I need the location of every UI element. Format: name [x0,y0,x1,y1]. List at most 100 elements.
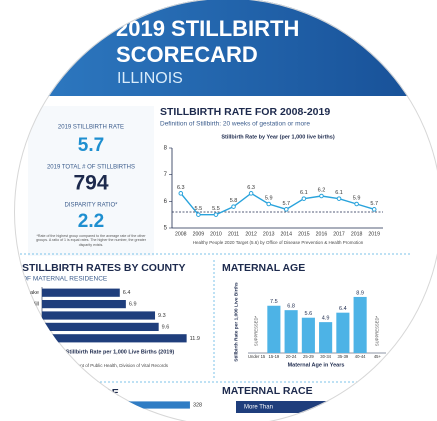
data-label: 5.5 [212,206,220,212]
bar [40,401,190,409]
suppressed-label: SUPPRESSED* [374,316,379,347]
point [213,212,219,217]
data-label: 6.4 [123,290,131,296]
x-tick-label: 2019 [368,231,380,237]
target-label: Healthy People 2020 Target (5.6) by Offi… [193,240,364,245]
data-label: 11.9 [190,336,200,342]
lens-edge [14,0,437,421]
data-label: 5.9 [353,195,361,201]
data-label: 5.7 [370,201,378,207]
x-tick-label: 2017 [333,231,345,237]
x-tick-label: 2018 [351,231,363,237]
x-tick-label: 2009 [193,231,205,237]
data-label: 8.9 [356,290,364,296]
line [180,192,375,216]
bar [42,322,159,332]
point [319,193,324,199]
data-label: 6.1 [335,190,343,196]
x-tick-label: 25-29 [303,354,314,359]
stats-panel [28,106,154,256]
stat-value: 794 [73,172,108,195]
x-tick-label: 2014 [281,231,293,237]
x-tick-label: 2013 [263,231,275,237]
point [196,212,201,217]
y-tick-label: Will [30,302,39,308]
data-label: 6.2 [318,187,326,193]
data-label: 5.5 [195,206,203,212]
title-line: 2019 STILLBIRTH [116,16,299,41]
suppressed-label: SUPPRESSED* [254,316,259,347]
y-tick-label: 8 [164,146,168,152]
point [371,207,377,212]
data-label: 6.1 [300,190,308,196]
x-tick-label: 2012 [245,231,257,237]
stat-label: 2019 TOTAL # OF STILLBIRTHS [47,165,135,171]
data-label: 328 [193,402,202,408]
point [301,196,307,201]
point [178,191,184,196]
bar [336,312,350,353]
y-tick-label: Lake [27,290,39,296]
stat-value: 2.2 [78,211,104,232]
section-subtitle: OF MATERNAL RESIDENCE [22,276,108,283]
plot-title: Stillbirth Rate by Year (per 1,000 live … [221,134,334,140]
x-tick-label: 2008 [175,231,187,237]
source: Source: Illinois Department of Public He… [30,363,169,368]
point [354,201,359,207]
title-line: SCORECARD [116,42,258,67]
x-tick-label: 45+ [374,354,382,359]
data-label: 6.9 [129,302,137,308]
y-tick-label: 5 [164,226,168,232]
section-title: MATERNAL RACE [222,385,313,397]
data-label: 6.8 [287,304,295,310]
y-tick-label: 7 [164,172,168,178]
y-axis-label: Stillbirth Rate per 1,000 Live Births [233,282,239,362]
x-tick-label: 2011 [228,231,239,237]
x-tick-label: 30-34 [320,354,331,359]
section-title: STILLBIRTH RATES BY COUNTY [22,262,186,274]
section-subtitle: Definition of Stillbirth: 20 weeks of ge… [160,121,310,128]
race-label: More Than [244,405,273,411]
x-axis-label: Stillbirth Rate per 1,000 Live Births (2… [66,349,175,355]
section-title: MATERNAL AGE [222,262,305,274]
point [283,207,289,212]
data-label: 5.7 [282,201,290,207]
data-label: 6.3 [247,185,255,191]
bar [301,317,315,353]
data-label: 5.8 [230,198,238,204]
bar [319,322,333,353]
x-axis-label: Maternal Age in Years [288,362,345,368]
x-tick-label: Under 15 [248,354,266,359]
data-label: 9.6 [162,324,170,330]
point [231,204,236,209]
stats-note-box: *Rate of the highest group compared to t… [36,234,146,247]
data-label: 5.6 [305,311,313,317]
stat-value: 5.7 [78,135,104,156]
bar [42,334,187,343]
bar [42,311,156,320]
data-label: 9.3 [158,313,166,319]
stats-note: *Rate of the highest group compared to t… [36,234,146,247]
x-tick-label: 2016 [316,231,328,237]
y-tick-label: 6 [164,199,168,205]
x-tick-label: 40-44 [355,354,366,359]
bar [42,288,120,297]
data-label: 4.9 [322,316,330,322]
data-label: 6.4 [339,306,347,312]
x-tick-label: 2015 [298,231,310,237]
bar [284,310,298,353]
x-tick-label: 15-19 [269,354,280,359]
x-tick-label: 35-39 [338,354,349,359]
bar [267,305,281,353]
subtitle: ILLINOIS [117,70,183,87]
data-label: 5.9 [265,195,273,201]
bar [42,299,126,309]
stat-label: DISPARITY RATIO* [64,203,118,209]
x-tick-label: 20-24 [286,354,297,359]
point [266,201,272,207]
point [248,191,254,196]
bar [353,296,367,353]
section-title: STILLBIRTH RATE FOR 2008-2019 [160,106,330,118]
stat-label: 2019 STILLBIRTH RATE [58,125,124,131]
